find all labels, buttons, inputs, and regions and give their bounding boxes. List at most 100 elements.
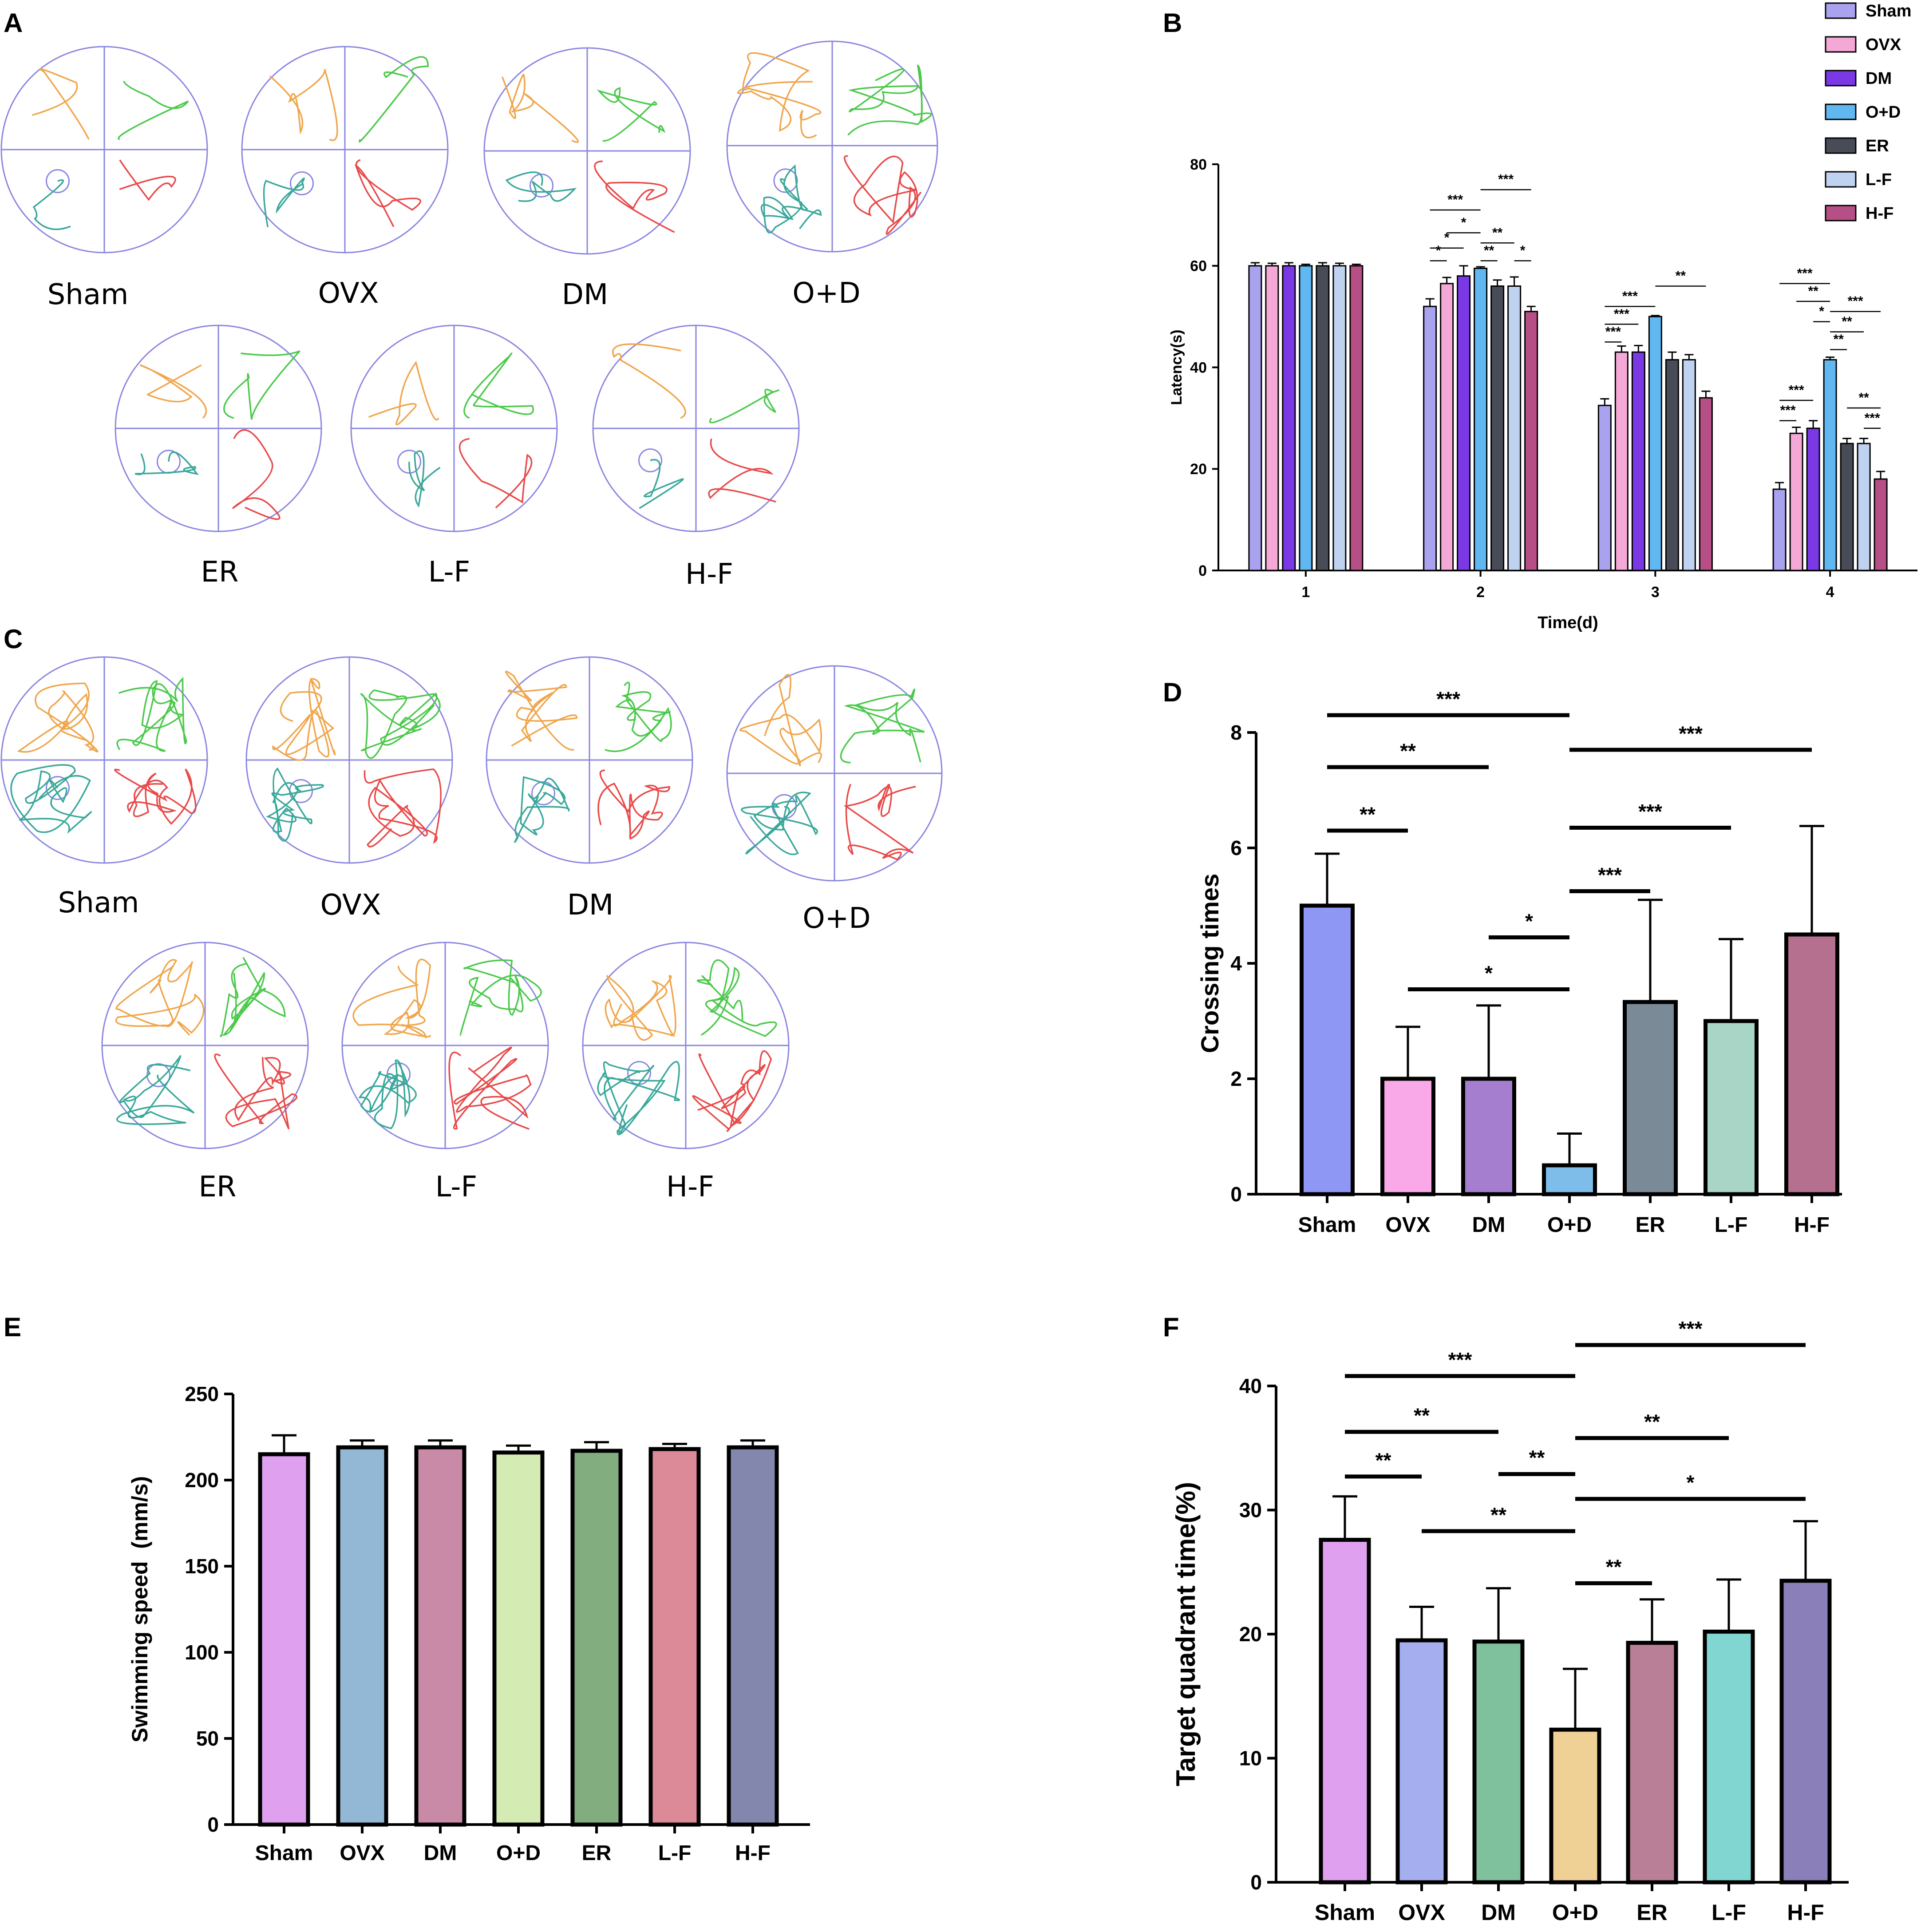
bar xyxy=(1623,1000,1678,1196)
bar xyxy=(1472,1639,1525,1884)
bar xyxy=(1248,265,1262,571)
maze-label: O+D xyxy=(792,277,860,310)
bar xyxy=(1614,351,1629,571)
swim-path xyxy=(612,343,686,419)
bar xyxy=(1380,1077,1435,1196)
swim-path xyxy=(355,159,421,227)
x-tick-label: O+D xyxy=(1552,1900,1598,1925)
platform-marker xyxy=(529,173,554,198)
legend-swatch xyxy=(1825,70,1857,87)
significance-label: *** xyxy=(1797,266,1813,281)
significance-label: *** xyxy=(1448,1348,1472,1371)
swim-path xyxy=(368,360,439,425)
bar xyxy=(1490,285,1505,571)
maze xyxy=(241,46,449,253)
swim-path xyxy=(843,155,922,235)
swim-path xyxy=(220,957,286,1037)
swim-path xyxy=(232,429,281,520)
significance-label: ** xyxy=(1360,803,1376,826)
y-tick-label: 40 xyxy=(1239,1374,1262,1398)
y-axis-title: Target quadrant time(%) xyxy=(1171,1482,1201,1786)
maze-label: DM xyxy=(567,889,614,922)
bar xyxy=(1703,1629,1755,1884)
y-tick-label: 8 xyxy=(1230,721,1242,744)
legend-swatch xyxy=(1825,36,1857,53)
significance-label: *** xyxy=(1679,1317,1703,1340)
bar xyxy=(727,1445,779,1827)
swim-path xyxy=(737,52,822,139)
bar xyxy=(1704,1019,1759,1196)
y-tick-label: 20 xyxy=(1190,461,1207,478)
swim-path xyxy=(360,689,441,759)
bar xyxy=(1300,903,1355,1196)
legend-label: ER xyxy=(1866,137,1889,155)
y-tick-label: 0 xyxy=(207,1813,219,1836)
swim-path xyxy=(139,364,207,419)
significance-label: * xyxy=(1525,910,1533,933)
swim-path xyxy=(118,80,189,140)
significance-label: * xyxy=(1819,304,1824,319)
bar xyxy=(414,1445,466,1827)
significance-label: *** xyxy=(1598,863,1622,887)
swim-path xyxy=(739,674,822,767)
bar xyxy=(336,1445,388,1827)
x-tick-label: DM xyxy=(424,1841,457,1865)
significance-label: ** xyxy=(1808,284,1818,298)
x-tick-label: L-F xyxy=(1715,1213,1748,1237)
swim-path xyxy=(505,670,577,751)
significance-label: * xyxy=(1485,962,1493,985)
platform-marker xyxy=(45,169,70,194)
significance-label: ** xyxy=(1414,1404,1430,1427)
y-axis-title: Latency(s) xyxy=(1168,329,1185,405)
bar xyxy=(1857,443,1871,571)
x-tick-label: H-F xyxy=(1794,1213,1830,1237)
x-tick-label: 1 xyxy=(1301,584,1310,601)
x-tick-label: 4 xyxy=(1826,584,1834,601)
swim-path xyxy=(269,69,338,141)
maze-label: DM xyxy=(562,278,609,311)
x-tick-label: H-F xyxy=(735,1841,771,1865)
bar xyxy=(1626,1641,1678,1884)
bar xyxy=(1682,359,1696,571)
platform-marker xyxy=(45,776,70,800)
maze-label: ER xyxy=(201,556,239,589)
maze-label: H-F xyxy=(666,1171,714,1204)
bar xyxy=(1349,265,1364,571)
bar xyxy=(1665,359,1679,571)
bar xyxy=(1395,1638,1448,1884)
maze xyxy=(483,47,691,255)
y-tick-label: 60 xyxy=(1190,258,1207,275)
maze-label: Sham xyxy=(58,887,139,919)
bar xyxy=(648,1447,701,1827)
y-tick-label: 2 xyxy=(1230,1067,1242,1090)
platform-marker xyxy=(638,448,663,473)
bar xyxy=(1316,265,1330,571)
swim-path xyxy=(847,64,932,136)
y-tick-label: 50 xyxy=(196,1727,219,1750)
swim-path xyxy=(696,959,777,1037)
bar xyxy=(1806,428,1820,571)
swim-path xyxy=(10,764,92,834)
swim-path xyxy=(116,677,187,752)
significance-label: *** xyxy=(1780,403,1796,418)
swim-path xyxy=(408,450,441,508)
bar xyxy=(492,1450,545,1827)
significance-label: *** xyxy=(1614,307,1629,321)
x-tick-label: ER xyxy=(1636,1900,1667,1925)
maze-label: O+D xyxy=(802,902,870,935)
significance-label: *** xyxy=(1622,289,1638,304)
significance-label: ** xyxy=(1376,1449,1391,1472)
bar xyxy=(1542,1163,1597,1196)
swim-path xyxy=(708,438,776,503)
platform-marker xyxy=(289,171,314,196)
maze xyxy=(101,942,309,1149)
maze xyxy=(341,942,549,1149)
y-tick-label: 0 xyxy=(1250,1871,1262,1894)
bar xyxy=(1461,1077,1516,1196)
swim-path xyxy=(32,68,90,140)
bar xyxy=(1648,316,1662,571)
significance-label: * xyxy=(1461,215,1466,230)
significance-label: * xyxy=(1436,243,1441,258)
x-axis-title: Time(d) xyxy=(1538,614,1598,632)
significance-label: * xyxy=(1520,243,1526,258)
